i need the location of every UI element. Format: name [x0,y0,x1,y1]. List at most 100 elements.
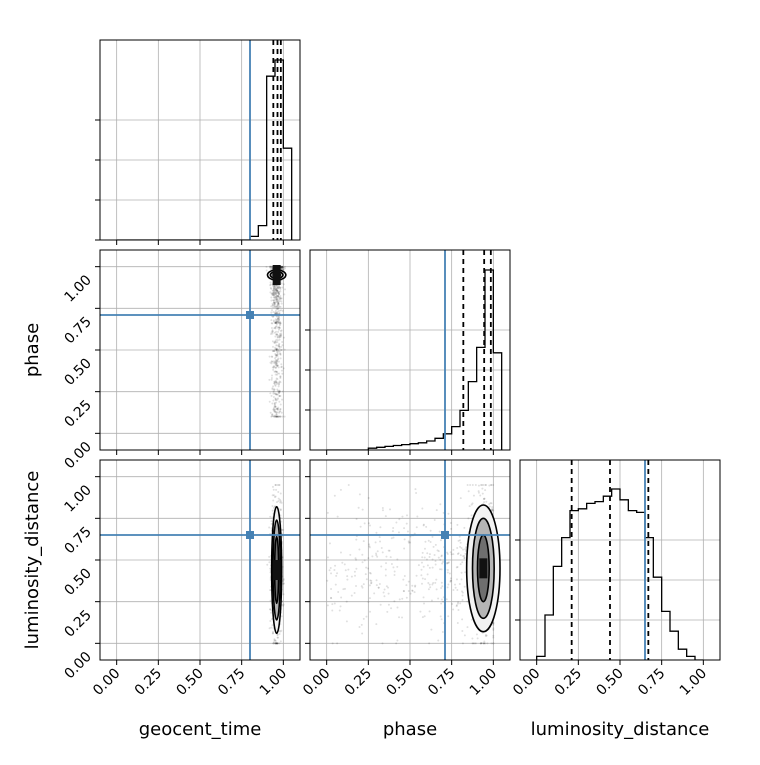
scatter-point [455,578,458,581]
scatter-point [339,605,342,608]
scatter-point [276,407,279,410]
scatter-point [377,586,380,589]
scatter-point [276,382,279,385]
scatter-point [270,305,273,308]
scatter-point [347,568,350,571]
scatter-point [338,609,341,612]
scatter-point [272,415,275,418]
scatter-point [272,350,275,353]
scatter-point [275,501,278,504]
scatter-point [445,598,448,601]
scatter-point [425,525,428,528]
scatter-point [437,597,440,600]
scatter-point [485,500,488,503]
scatter-point [414,584,417,587]
scatter-point [490,484,493,486]
scatter-point [330,597,333,600]
scatter-point [441,585,444,588]
scatter-point [427,588,430,591]
scatter-point [272,632,275,635]
scatter-point [430,628,433,631]
scatter-point [277,406,280,409]
scatter-point [461,642,464,645]
x-tick-label: 0.00 [300,666,333,699]
scatter-point [271,494,274,497]
scatter-point [401,616,404,619]
scatter-point [277,294,280,297]
scatter-point [274,298,277,301]
scatter-point [333,569,336,572]
scatter-point [279,410,282,413]
scatter-point [273,405,276,408]
scatter-point [278,338,281,341]
scatter-point [459,602,462,605]
scatter-point [269,265,272,268]
scatter-point [439,568,442,571]
scatter-point [370,581,373,584]
scatter-point [483,501,486,504]
scatter-point [375,552,378,555]
scatter-point [434,563,437,566]
scatter-point [371,555,374,558]
scatter-point [272,299,275,302]
scatter-point [279,353,282,356]
scatter-point [272,389,275,392]
scatter-point [279,375,282,378]
scatter-point [461,591,464,594]
scatter-point [276,634,279,637]
scatter-point [278,296,281,299]
scatter-point [340,596,343,599]
scatter-point [275,333,278,336]
scatter-point [279,640,282,643]
scatter-point [276,294,279,297]
scatter-point [277,302,280,305]
scatter-point [446,569,449,572]
scatter-point [387,549,390,552]
scatter-point [275,642,278,645]
scatter-point [349,553,352,556]
scatter-point [277,348,280,351]
scatter-point [274,311,277,314]
scatter-point [364,573,367,576]
scatter-point [271,350,274,353]
scatter-point [270,618,273,621]
histogram-phase [326,269,503,450]
scatter-point [280,411,283,414]
scatter-point [270,394,273,397]
scatter-point [274,288,277,291]
scatter-point [275,415,278,418]
scatter-point [416,515,419,518]
scatter-point [270,268,273,271]
scatter-point [276,318,279,321]
scatter-point [276,287,279,290]
scatter-point [269,266,272,269]
scatter-point [277,310,280,313]
scatter-point [336,642,339,645]
scatter-point [275,298,278,301]
scatter-point [384,515,387,518]
scatter-point [362,617,365,620]
scatter-point [481,487,484,490]
scatter-point [389,508,392,511]
scatter-point [278,285,281,288]
scatter-point [269,608,272,611]
scatter-point [270,520,273,523]
scatter-point [268,378,271,381]
scatter-point [276,299,279,302]
y-tick-label: 0.50 [61,566,94,599]
scatter-point [454,583,457,586]
scatter-point [275,642,278,645]
scatter-point [442,560,445,563]
scatter-point [345,600,348,603]
scatter-point [353,570,356,573]
truth-marker [246,531,254,539]
scatter-point [280,332,283,335]
scatter-point [273,305,276,308]
scatter-point [275,297,278,300]
scatter-point [440,554,443,557]
scatter-point [398,518,401,521]
x-tick-label: 1.00 [257,666,290,699]
scatter-point [274,321,277,324]
scatter-point [281,600,284,603]
x-axis-label-phase: phase [383,719,437,740]
